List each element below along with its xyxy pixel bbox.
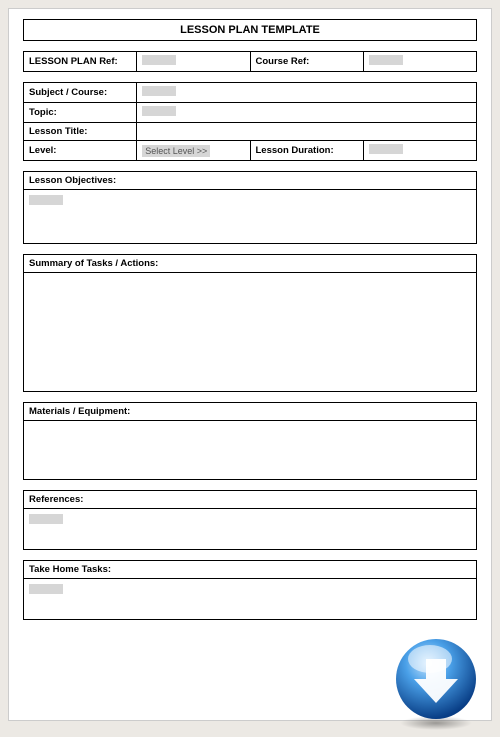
course-info-table: Subject / Course: Topic: Lesson Title: L… — [23, 82, 477, 161]
placeholder-block — [29, 514, 63, 524]
references-body[interactable] — [23, 508, 477, 550]
download-icon[interactable] — [386, 631, 486, 731]
lesson-plan-ref-value[interactable] — [137, 52, 250, 72]
placeholder-block — [29, 584, 63, 594]
summary-header: Summary of Tasks / Actions: — [23, 254, 477, 272]
placeholder-block — [142, 106, 176, 116]
objectives-header: Lesson Objectives: — [23, 171, 477, 189]
placeholder-block — [142, 55, 176, 65]
lesson-title-value[interactable] — [137, 123, 477, 141]
level-label: Level: — [24, 141, 137, 161]
document-page: LESSON PLAN TEMPLATE LESSON PLAN Ref: Co… — [8, 8, 492, 721]
summary-body[interactable] — [23, 272, 477, 392]
subject-label: Subject / Course: — [24, 83, 137, 103]
references-header: References: — [23, 490, 477, 508]
lesson-title-label: Lesson Title: — [24, 123, 137, 141]
lesson-plan-ref-label: LESSON PLAN Ref: — [24, 52, 137, 72]
level-select[interactable]: Select Level >> — [137, 141, 250, 161]
duration-value[interactable] — [363, 141, 476, 161]
topic-label: Topic: — [24, 103, 137, 123]
topic-value[interactable] — [137, 103, 477, 123]
materials-header: Materials / Equipment: — [23, 402, 477, 420]
course-ref-label: Course Ref: — [250, 52, 363, 72]
level-select-placeholder: Select Level >> — [142, 145, 210, 157]
take-home-header: Take Home Tasks: — [23, 560, 477, 578]
placeholder-block — [369, 55, 403, 65]
duration-label: Lesson Duration: — [250, 141, 363, 161]
materials-body[interactable] — [23, 420, 477, 480]
placeholder-block — [369, 144, 403, 154]
subject-value[interactable] — [137, 83, 477, 103]
take-home-body[interactable] — [23, 578, 477, 620]
placeholder-block — [29, 195, 63, 205]
placeholder-block — [142, 86, 176, 96]
course-ref-value[interactable] — [363, 52, 476, 72]
header-ref-table: LESSON PLAN Ref: Course Ref: — [23, 51, 477, 72]
objectives-body[interactable] — [23, 189, 477, 244]
page-title: LESSON PLAN TEMPLATE — [23, 19, 477, 41]
